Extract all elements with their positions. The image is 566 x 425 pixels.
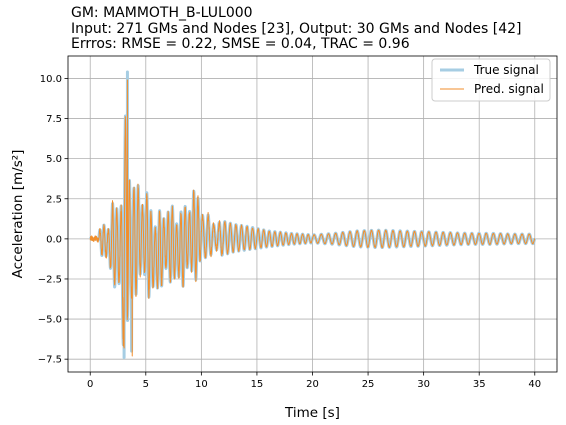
x-tick-label-6: 30 xyxy=(417,379,430,390)
y-tick-label-2: −2.5 xyxy=(38,274,62,285)
title-line-2: Input: 271 GMs and Nodes [23], Output: 3… xyxy=(71,20,522,37)
y-tick-label-4: 2.5 xyxy=(46,194,62,205)
x-tick-label-7: 35 xyxy=(473,379,486,390)
x-tick-label-2: 10 xyxy=(195,379,208,390)
y-tick-label-1: −5.0 xyxy=(38,315,62,326)
y-tick-label-7: 10.0 xyxy=(40,74,62,85)
grid-lines xyxy=(68,56,557,372)
y-tick-label-6: 7.5 xyxy=(46,114,62,125)
title-line-1: GM: MAMMOTH_B-LUL000 xyxy=(71,5,253,21)
title-line-3: Errros: RMSE = 0.22, SMSE = 0.04, TRAC =… xyxy=(71,36,410,52)
y-axis-ticks: −7.5 −5.0 −2.5 0.0 2.5 5.0 7.5 10.0 xyxy=(38,74,68,366)
pred-signal-series xyxy=(89,79,536,357)
x-tick-label-0: 0 xyxy=(87,379,93,390)
x-tick-label-8: 40 xyxy=(528,379,541,390)
chart-title: GM: MAMMOTH_B-LUL000 Input: 271 GMs and … xyxy=(71,5,522,53)
x-tick-label-1: 5 xyxy=(143,379,149,390)
y-tick-label-3: 0.0 xyxy=(46,234,62,245)
legend-label-pred-signal: Pred. signal xyxy=(474,82,544,96)
x-tick-label-5: 25 xyxy=(362,379,375,390)
y-tick-label-5: 5.0 xyxy=(46,154,62,165)
legend-label-true-signal: True signal xyxy=(473,63,539,77)
x-tick-label-3: 15 xyxy=(251,379,264,390)
y-tick-label-0: −7.5 xyxy=(38,355,62,366)
pred-signal-line xyxy=(89,79,536,357)
x-tick-label-4: 20 xyxy=(306,379,319,390)
x-axis-label: Time [s] xyxy=(284,405,340,421)
legend: True signal Pred. signal xyxy=(431,58,551,102)
y-axis-label: Acceleration [m/s²] xyxy=(10,150,26,279)
x-axis-ticks: 0 5 10 15 20 25 30 35 40 xyxy=(87,372,541,390)
